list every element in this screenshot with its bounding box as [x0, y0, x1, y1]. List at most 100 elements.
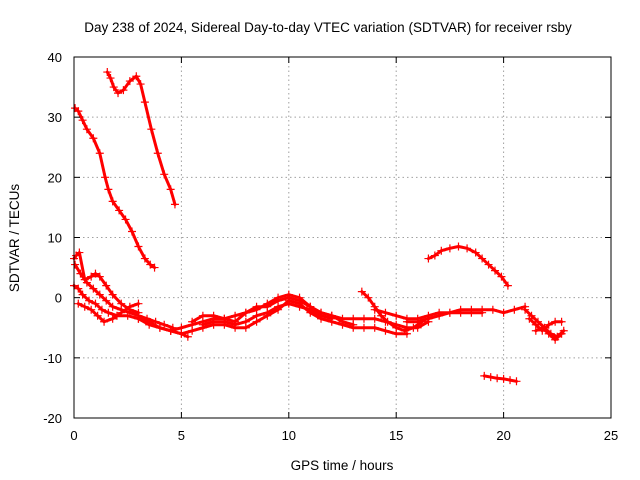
data-point — [143, 314, 152, 323]
data-point — [544, 320, 553, 329]
data-point — [87, 272, 96, 281]
data-point — [146, 260, 155, 269]
data-point — [478, 308, 487, 317]
data-point — [74, 299, 83, 308]
data-point — [263, 308, 272, 317]
x-tick-label: 15 — [389, 428, 403, 443]
data-point — [409, 323, 418, 332]
data-point — [486, 373, 495, 382]
data-point — [445, 244, 454, 253]
data-point — [93, 311, 102, 320]
data-point — [132, 72, 141, 81]
series-line — [73, 106, 157, 270]
data-point — [102, 296, 111, 305]
data-point — [467, 308, 476, 317]
data-point — [188, 326, 197, 335]
series-cluster-21-23c — [531, 323, 566, 344]
series-line — [136, 293, 430, 333]
data-point — [108, 314, 117, 323]
data-point — [497, 272, 506, 281]
data-point — [106, 74, 115, 83]
data-point — [370, 323, 379, 332]
data-point — [503, 281, 512, 290]
series-arc-upper — [103, 68, 179, 209]
data-point — [108, 302, 117, 311]
y-axis-label: SDTVAR / TECUs — [7, 184, 22, 293]
data-point — [295, 302, 304, 311]
data-point — [145, 320, 154, 329]
data-point — [155, 323, 164, 332]
data-point — [209, 317, 218, 326]
data-point — [117, 299, 126, 308]
series-band-main-4 — [198, 299, 336, 329]
data-point — [480, 371, 489, 380]
data-point — [100, 317, 109, 326]
data-point — [491, 266, 500, 275]
data-point — [220, 317, 229, 326]
data-point — [499, 308, 508, 317]
data-point — [170, 200, 179, 209]
data-point — [359, 323, 368, 332]
data-point — [153, 149, 162, 158]
data-point — [370, 314, 379, 323]
data-point — [557, 329, 566, 338]
data-point — [95, 272, 104, 281]
data-point — [370, 305, 379, 314]
series-line — [105, 70, 177, 206]
data-point — [274, 302, 283, 311]
y-tick-label: 30 — [48, 110, 62, 125]
data-point — [104, 308, 113, 317]
data-point — [531, 326, 540, 335]
series-band-main-3 — [188, 293, 358, 329]
data-point — [231, 320, 240, 329]
data-point — [241, 308, 250, 317]
data-point — [284, 299, 293, 308]
data-point — [117, 308, 126, 317]
data-point — [381, 326, 390, 335]
data-point — [119, 86, 128, 95]
data-point — [424, 314, 433, 323]
data-point — [413, 317, 422, 326]
data-point — [188, 317, 197, 326]
data-point — [454, 242, 463, 251]
series-arc-lower-d — [74, 299, 143, 326]
data-point — [317, 311, 326, 320]
data-point — [95, 290, 104, 299]
data-point — [557, 317, 566, 326]
data-point — [198, 320, 207, 329]
data-point — [115, 206, 124, 215]
grid — [74, 57, 611, 418]
data-point — [241, 317, 250, 326]
data-point — [147, 125, 156, 134]
data-point — [544, 329, 553, 338]
data-point — [493, 374, 502, 383]
data-point — [430, 251, 439, 260]
x-tick-label: 25 — [604, 428, 618, 443]
data-point — [183, 332, 192, 341]
data-point — [499, 374, 508, 383]
chart-title: Day 238 of 2024, Sidereal Day-to-day VTE… — [84, 20, 572, 35]
y-tick-label: -10 — [43, 351, 62, 366]
data-point — [104, 185, 113, 194]
data-point — [71, 260, 80, 269]
data-point — [78, 116, 87, 125]
data-point — [89, 284, 98, 293]
data-point — [75, 248, 84, 257]
data-point — [134, 242, 143, 251]
data-point — [471, 248, 480, 257]
data-point — [435, 311, 444, 320]
series-line — [523, 308, 566, 339]
axes: 0 5 10 15 20 25 -20 -10 0 10 20 30 40 — [43, 50, 618, 443]
data-point — [424, 254, 433, 263]
data-point — [74, 284, 83, 293]
y-tick-label: -20 — [43, 411, 62, 426]
data-point — [177, 329, 186, 338]
series-arc-19-20 — [480, 371, 521, 386]
data-point — [136, 80, 145, 89]
data-point — [392, 311, 401, 320]
y-tick-label: 20 — [48, 170, 62, 185]
data-point — [506, 376, 515, 385]
data-point — [521, 305, 530, 314]
data-point — [108, 290, 117, 299]
